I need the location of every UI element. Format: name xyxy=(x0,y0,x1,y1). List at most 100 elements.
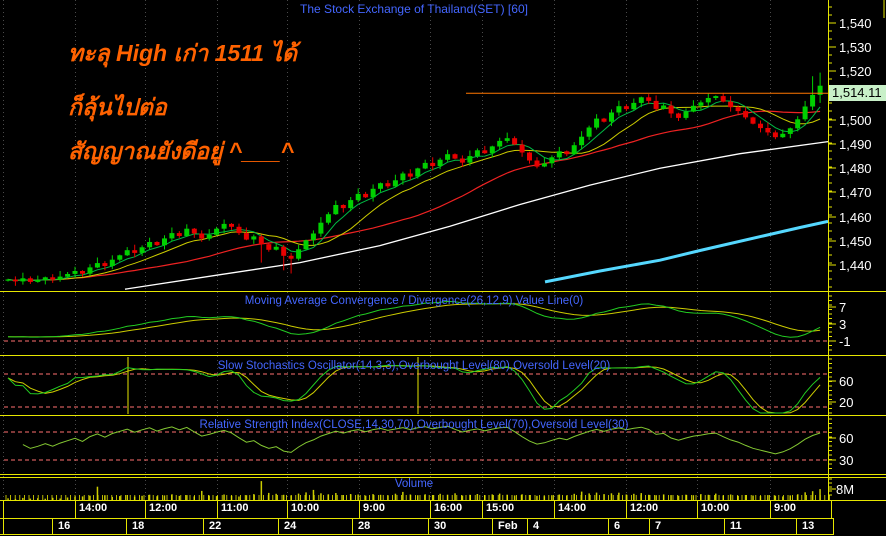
price-axis-label: 1,460 xyxy=(839,210,872,225)
candle-body xyxy=(482,150,488,154)
volume-bar xyxy=(558,494,561,500)
candle-body xyxy=(214,228,220,235)
candle-body xyxy=(176,233,182,236)
candle-body xyxy=(579,136,585,146)
date-axis-cell-label: 7 xyxy=(655,520,662,532)
time-axis-cell-label: 14:00 xyxy=(79,502,108,514)
candle-body xyxy=(519,144,525,153)
macd-panel-title: Moving Average Convergence / Divergence(… xyxy=(244,295,584,307)
volume-bar xyxy=(335,493,337,500)
candle-body xyxy=(690,105,696,112)
volume-bar xyxy=(178,495,181,500)
volume-bar xyxy=(245,495,248,500)
price-axis-label: 1,480 xyxy=(839,161,872,176)
candle-body xyxy=(303,240,309,250)
annotation-line-3: สัญญาณยังดีอยู่ ^___^ xyxy=(68,138,295,164)
volume-bar xyxy=(111,496,113,500)
volume-bar xyxy=(44,498,46,500)
price-axis-label: 1,470 xyxy=(839,185,872,200)
candle-body xyxy=(541,163,547,167)
date-axis-cell-label: 11 xyxy=(730,520,742,532)
candle-body xyxy=(42,277,48,280)
candle-body xyxy=(638,97,644,103)
chart-title: The Stock Exchange of Thailand(SET) [60] xyxy=(300,2,528,16)
volume-bar xyxy=(625,494,628,500)
candle-body xyxy=(236,226,242,234)
candle-body xyxy=(728,101,734,108)
candle-body xyxy=(162,238,167,246)
candle-body xyxy=(169,233,175,239)
macd-axis-label: 7 xyxy=(839,300,847,315)
candle-body xyxy=(154,242,160,246)
candle-body xyxy=(750,117,756,124)
ma-75-white-line xyxy=(124,140,829,290)
volume-bar xyxy=(789,495,791,500)
candle-body xyxy=(497,140,503,147)
volume-bar xyxy=(454,493,456,500)
volume-bar xyxy=(148,494,151,500)
time-axis-cell-label: 11:00 xyxy=(221,502,249,514)
volume-bar xyxy=(156,496,158,500)
volume-bar xyxy=(424,494,426,500)
candle-body xyxy=(698,102,704,106)
volume-bar xyxy=(238,496,240,500)
candle-body xyxy=(72,271,78,274)
time-axis-cell-label: 10:00 xyxy=(291,502,320,514)
candle-body xyxy=(765,128,771,133)
candle-body xyxy=(87,267,93,274)
volume-bar xyxy=(126,495,128,500)
candle-body xyxy=(713,96,719,98)
candle-body xyxy=(27,278,33,282)
volume-panel-title: Volume xyxy=(394,478,434,490)
volume-bar xyxy=(417,495,419,500)
volume-bar xyxy=(804,492,806,500)
candle-body xyxy=(325,214,331,223)
volume-bar xyxy=(782,496,784,500)
volume-bar xyxy=(119,496,121,500)
candle-body xyxy=(817,85,823,95)
volume-bar xyxy=(573,493,575,500)
volume-bar xyxy=(819,489,821,500)
candle-body xyxy=(646,97,652,101)
volume-bar xyxy=(580,491,583,500)
candle-body xyxy=(430,162,436,166)
price-axis-label: 1,520 xyxy=(839,64,872,79)
volume-bar xyxy=(536,495,538,500)
time-axis-cell-label: 12:00 xyxy=(630,502,659,514)
volume-bar xyxy=(96,486,99,500)
price-axis-label: 1,540 xyxy=(839,16,872,31)
candle-body xyxy=(743,111,749,118)
price-axis-label: 1,530 xyxy=(839,40,872,55)
volume-bar xyxy=(208,495,210,500)
date-axis-cell-label: Feb xyxy=(498,520,518,532)
volume-bar xyxy=(29,498,32,500)
candle-body xyxy=(124,250,130,256)
macd-axis-label: 3 xyxy=(839,317,847,332)
volume-bar xyxy=(7,498,9,500)
volume-bar xyxy=(566,495,568,500)
volume-bar xyxy=(737,495,739,500)
candle-body xyxy=(243,233,249,240)
candle-body xyxy=(132,250,138,253)
candle-body xyxy=(683,111,689,118)
volume-bar xyxy=(655,495,657,500)
candle-body xyxy=(147,242,153,248)
candle-body xyxy=(199,233,205,239)
macd-signal-line xyxy=(8,303,821,338)
date-axis-cell-label: 24 xyxy=(284,520,297,532)
volume-bar xyxy=(357,494,359,500)
candle-body xyxy=(676,113,681,118)
candle-body xyxy=(102,263,108,266)
volume-bar xyxy=(692,495,695,500)
volume-bar xyxy=(513,495,516,500)
volume-bar xyxy=(364,495,367,500)
volume-bar xyxy=(215,496,218,500)
ma-200-cyan-line xyxy=(544,219,829,284)
candle-body xyxy=(668,105,674,114)
candle-body xyxy=(94,263,100,268)
candle-body xyxy=(564,151,570,155)
date-axis-cell-label: 4 xyxy=(533,520,540,532)
candle-body xyxy=(609,112,614,122)
